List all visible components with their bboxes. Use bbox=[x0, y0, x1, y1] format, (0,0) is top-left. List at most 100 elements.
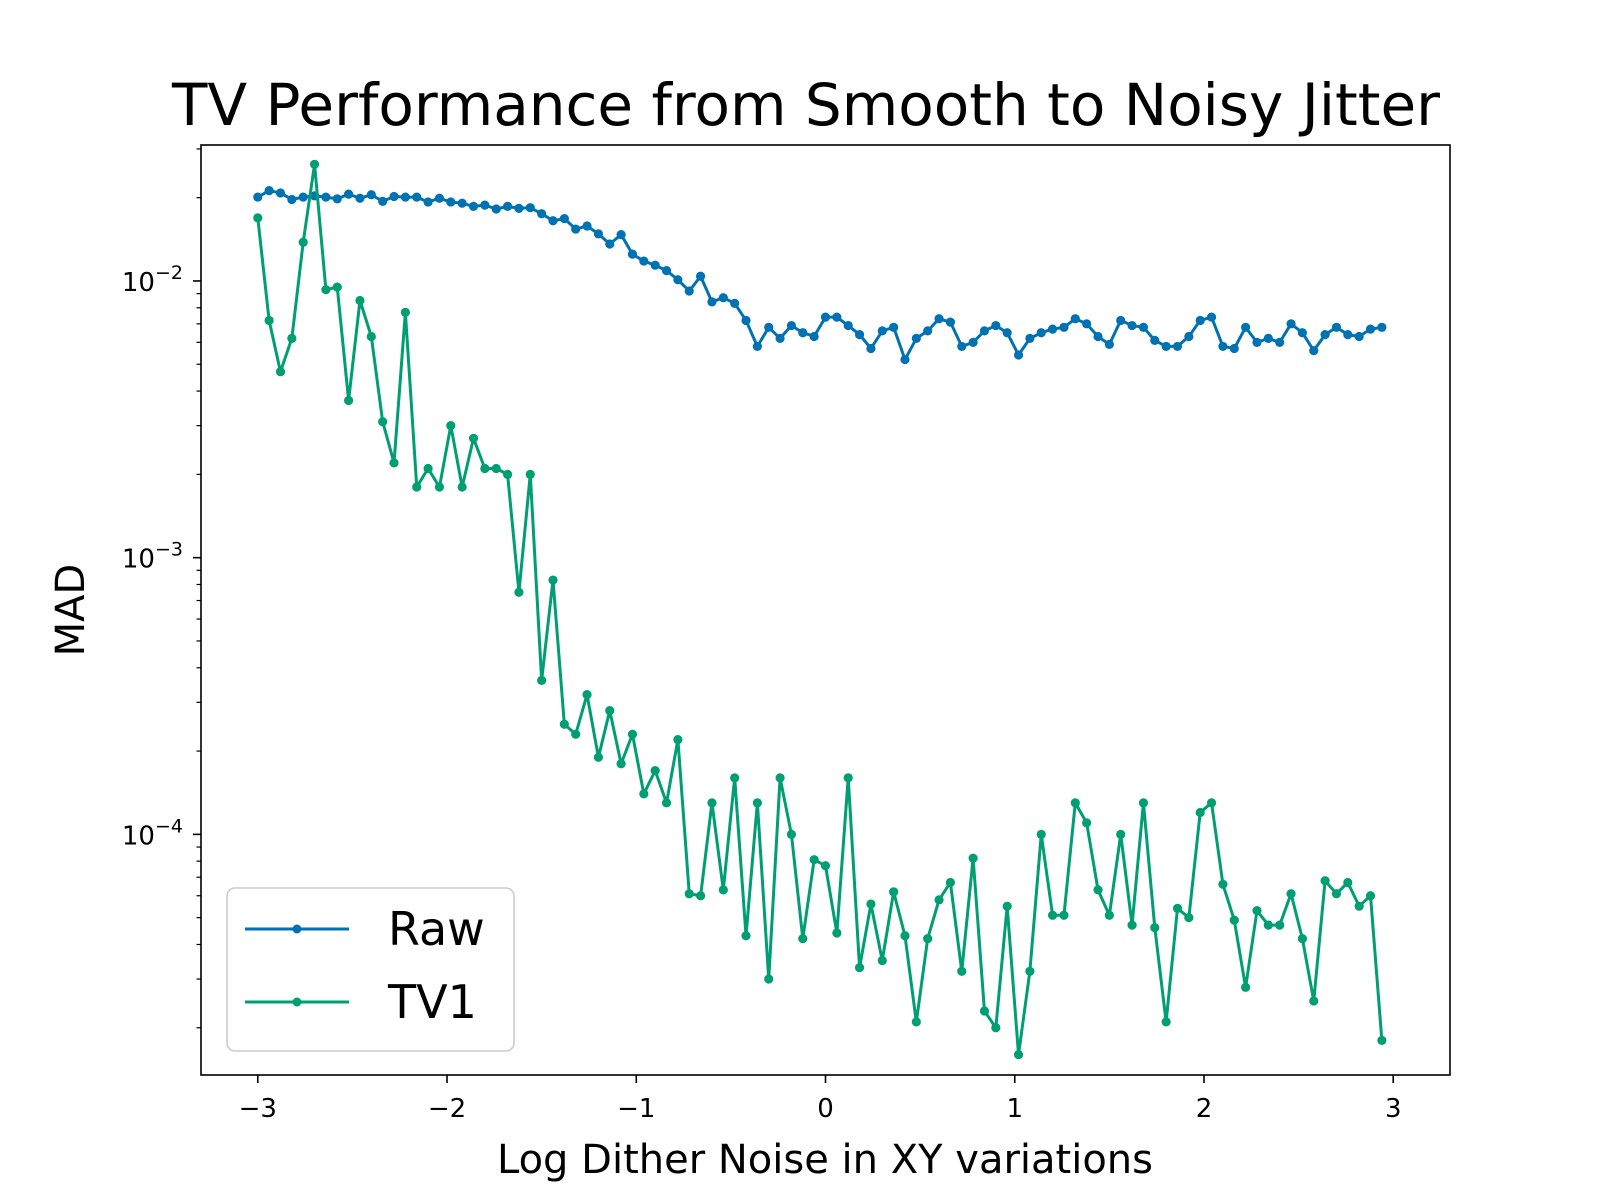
point-tv1 bbox=[798, 934, 808, 944]
point-raw bbox=[1206, 312, 1217, 322]
point-tv1 bbox=[1331, 889, 1342, 899]
point-raw bbox=[1036, 328, 1046, 338]
point-raw bbox=[741, 315, 751, 326]
point-raw bbox=[525, 203, 535, 213]
point-raw bbox=[1354, 331, 1364, 342]
point-tv1 bbox=[820, 861, 831, 871]
point-raw bbox=[1297, 328, 1307, 338]
point-raw bbox=[696, 271, 706, 281]
point-raw bbox=[321, 192, 331, 202]
point-raw bbox=[730, 298, 740, 308]
y-tick-exponent: −3 bbox=[155, 539, 183, 561]
point-tv1 bbox=[889, 887, 899, 897]
point-tv1 bbox=[957, 966, 967, 976]
point-tv1 bbox=[412, 482, 422, 492]
point-tv1 bbox=[480, 463, 490, 474]
point-tv1 bbox=[673, 735, 683, 745]
point-tv1 bbox=[764, 974, 774, 984]
point-raw bbox=[355, 193, 365, 203]
point-tv1 bbox=[491, 463, 501, 474]
point-tv1 bbox=[434, 482, 445, 492]
point-raw bbox=[764, 322, 774, 332]
point-tv1 bbox=[593, 752, 604, 762]
point-tv1 bbox=[1377, 1035, 1387, 1046]
point-tv1 bbox=[1127, 920, 1137, 930]
point-raw bbox=[843, 320, 853, 331]
point-raw bbox=[957, 341, 967, 352]
point-raw bbox=[366, 190, 376, 200]
point-tv1 bbox=[389, 458, 399, 468]
point-tv1 bbox=[843, 773, 853, 783]
point-raw bbox=[900, 354, 910, 365]
point-tv1 bbox=[945, 877, 956, 888]
point-raw bbox=[968, 337, 978, 347]
point-raw bbox=[582, 221, 592, 231]
point-raw bbox=[616, 230, 626, 240]
y-tick-base: 10 bbox=[122, 821, 155, 851]
point-raw bbox=[1343, 329, 1353, 340]
point-raw bbox=[502, 201, 513, 211]
point-raw bbox=[889, 322, 899, 332]
x-tick-label: 3 bbox=[1385, 1094, 1402, 1124]
point-tv1 bbox=[718, 885, 728, 895]
point-tv1 bbox=[696, 891, 706, 901]
point-raw bbox=[1331, 322, 1342, 332]
point-raw bbox=[707, 297, 717, 307]
point-raw bbox=[1263, 333, 1273, 344]
point-tv1 bbox=[1013, 1049, 1024, 1060]
point-tv1 bbox=[1184, 913, 1194, 923]
point-tv1 bbox=[1161, 1017, 1171, 1027]
point-tv1 bbox=[730, 773, 740, 783]
point-raw bbox=[491, 204, 501, 214]
point-tv1 bbox=[1309, 996, 1319, 1006]
x-tick-label: 1 bbox=[1006, 1094, 1023, 1124]
point-raw bbox=[1047, 324, 1058, 334]
point-tv1 bbox=[1059, 910, 1069, 920]
point-tv1 bbox=[275, 367, 286, 377]
point-tv1 bbox=[446, 421, 456, 431]
point-raw bbox=[752, 341, 762, 352]
point-tv1 bbox=[548, 575, 558, 585]
point-raw bbox=[1365, 324, 1376, 334]
point-raw bbox=[1082, 319, 1092, 329]
point-tv1 bbox=[991, 1023, 1001, 1033]
point-raw bbox=[468, 201, 479, 211]
point-raw bbox=[639, 256, 649, 266]
point-tv1 bbox=[1116, 829, 1126, 839]
point-raw bbox=[1172, 341, 1183, 352]
y-tick-label: 10−2 bbox=[122, 262, 183, 298]
point-tv1 bbox=[741, 931, 751, 941]
point-raw bbox=[866, 343, 876, 354]
point-raw bbox=[1104, 339, 1114, 349]
point-raw bbox=[911, 333, 921, 344]
point-raw bbox=[809, 331, 819, 342]
point-raw bbox=[673, 275, 683, 285]
legend-marker-raw bbox=[292, 924, 302, 934]
point-raw bbox=[400, 192, 410, 202]
point-raw bbox=[684, 286, 694, 296]
point-raw bbox=[1320, 329, 1330, 340]
point-tv1 bbox=[366, 331, 376, 342]
x-axis-label: Log Dither Noise in XY variations bbox=[497, 1137, 1153, 1183]
y-tick-base: 10 bbox=[122, 545, 155, 575]
point-tv1 bbox=[786, 829, 797, 839]
point-raw bbox=[264, 186, 274, 196]
point-tv1 bbox=[900, 931, 910, 941]
point-tv1 bbox=[1320, 876, 1330, 886]
point-raw bbox=[1195, 315, 1205, 326]
point-tv1 bbox=[707, 798, 717, 808]
point-raw bbox=[423, 197, 433, 207]
point-raw bbox=[1127, 320, 1137, 331]
legend: Raw TV1 bbox=[226, 887, 515, 1052]
point-tv1 bbox=[423, 463, 433, 474]
point-tv1 bbox=[378, 417, 388, 427]
point-tv1 bbox=[752, 798, 762, 808]
point-tv1 bbox=[877, 955, 887, 966]
x-tick-label: 2 bbox=[1196, 1094, 1213, 1124]
point-tv1 bbox=[684, 889, 694, 899]
point-tv1 bbox=[1252, 906, 1262, 916]
point-tv1 bbox=[1218, 879, 1228, 889]
y-axis: 10−210−310−4 bbox=[122, 148, 201, 1029]
point-raw bbox=[389, 191, 399, 202]
point-raw bbox=[1116, 315, 1126, 326]
